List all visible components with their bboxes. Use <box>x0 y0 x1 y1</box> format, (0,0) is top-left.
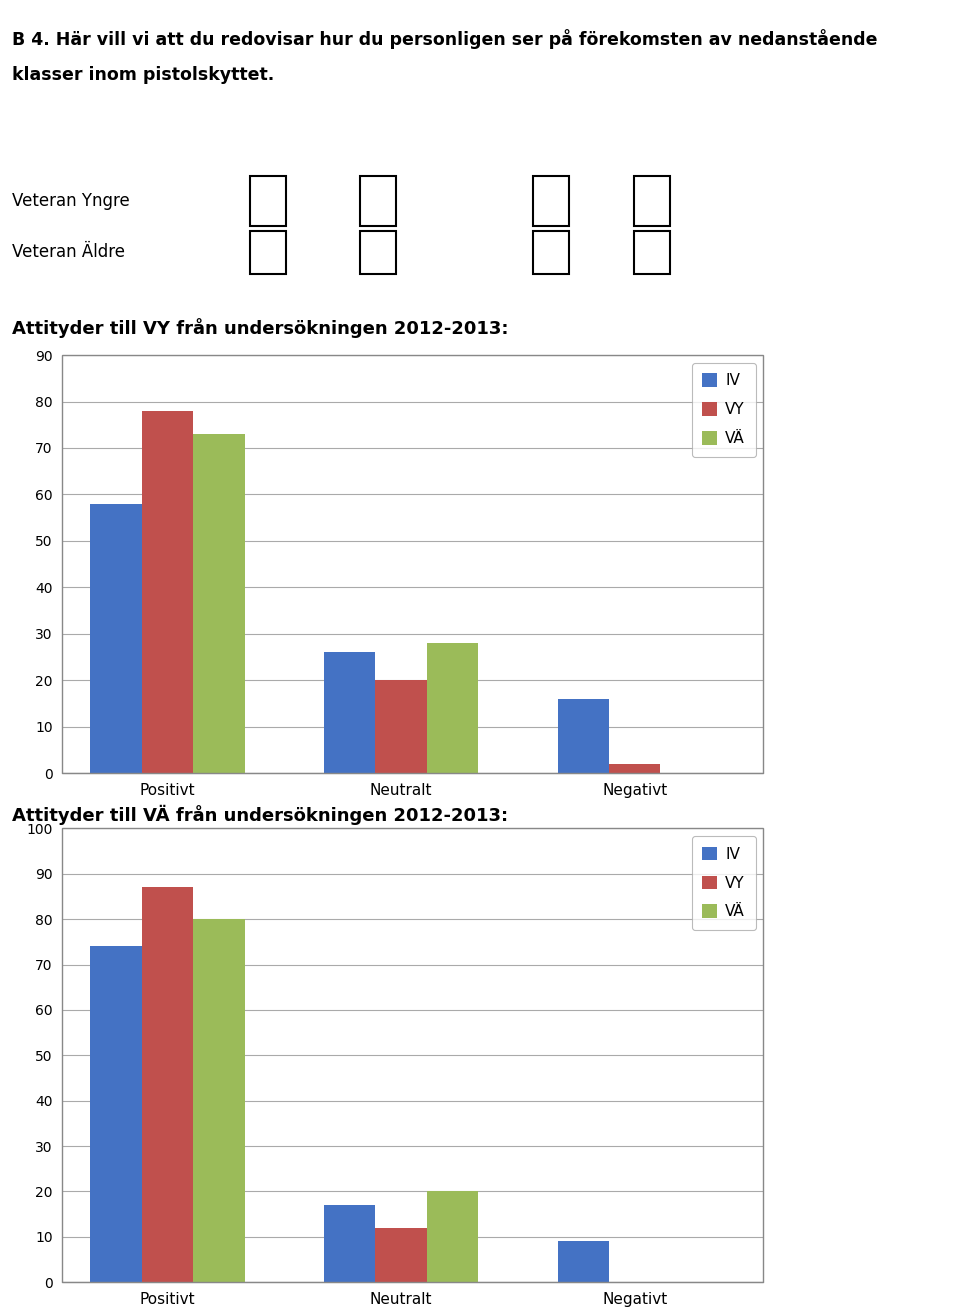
Text: Attityder till VY från undersökningen 2012-2013:: Attityder till VY från undersökningen 20… <box>12 318 509 338</box>
Bar <box>558 1241 609 1282</box>
Bar <box>558 698 609 773</box>
Legend: IV, VY, VÄ: IV, VY, VÄ <box>691 363 756 456</box>
Bar <box>193 434 245 773</box>
Bar <box>609 764 660 773</box>
Bar <box>427 1191 478 1282</box>
Bar <box>142 888 193 1282</box>
Bar <box>193 919 245 1282</box>
Text: B 4. Här vill vi att du redovisar hur du personligen ser på förekomsten av nedan: B 4. Här vill vi att du redovisar hur du… <box>12 29 878 49</box>
Text: klasser inom pistolskyttet.: klasser inom pistolskyttet. <box>12 66 275 84</box>
Bar <box>427 643 478 773</box>
Text: Veteran Yngre: Veteran Yngre <box>12 192 131 210</box>
Bar <box>324 652 375 773</box>
Text: Veteran Äldre: Veteran Äldre <box>12 243 126 262</box>
Legend: IV, VY, VÄ: IV, VY, VÄ <box>691 836 756 930</box>
Text: Attityder till VÄ från undersökningen 2012-2013:: Attityder till VÄ från undersökningen 20… <box>12 805 509 825</box>
Bar <box>90 947 142 1282</box>
Bar <box>90 504 142 773</box>
Bar <box>324 1205 375 1282</box>
Bar <box>375 1228 427 1282</box>
Bar <box>142 410 193 773</box>
Bar <box>375 680 427 773</box>
